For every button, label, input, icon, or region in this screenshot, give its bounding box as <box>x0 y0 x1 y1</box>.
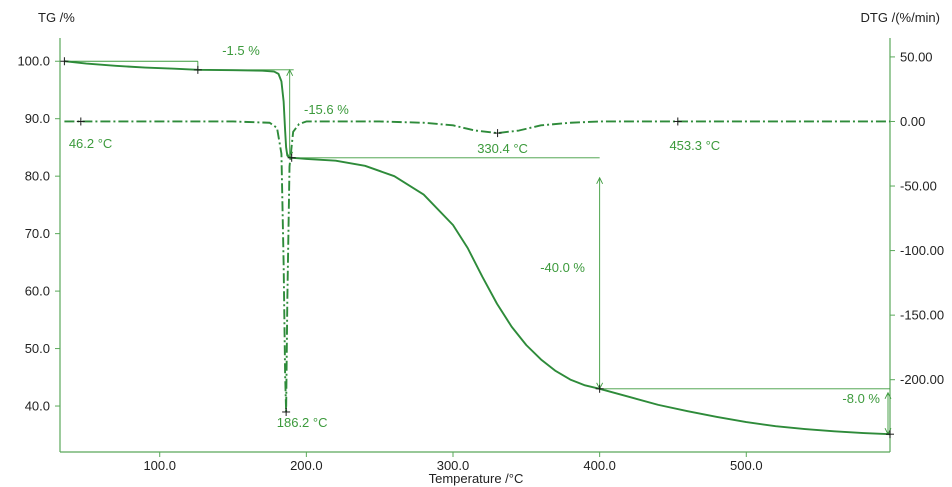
step3-arrow-head-top <box>596 176 604 184</box>
left-axis-title: TG /% <box>38 10 75 25</box>
peak-temp-label: 186.2 °C <box>277 415 328 430</box>
right-y-tick-label: -200.00 <box>900 372 944 387</box>
axes <box>59 38 891 453</box>
peak-temp-label: 453.3 °C <box>669 138 720 153</box>
right-y-ticks: 50.00 0.00 -50.00 -100.00 -150.00 -200.00 <box>890 49 944 387</box>
x-tick-label: 400.0 <box>583 458 616 473</box>
right-y-tick-label: -100.00 <box>900 243 944 258</box>
x-tick-label: 300.0 <box>437 458 470 473</box>
right-y-tick-label: -50.00 <box>900 179 937 194</box>
annotations <box>64 60 892 436</box>
step4-label: -8.0 % <box>842 391 880 406</box>
series <box>64 60 891 436</box>
markers <box>60 57 894 439</box>
right-y-tick-label: -150.00 <box>900 308 944 323</box>
left-y-ticks: 100.0 90.0 80.0 70.0 60.0 50.0 40.0 <box>17 54 60 414</box>
left-y-tick-label: 100.0 <box>17 54 50 69</box>
peak-temp-label: 330.4 °C <box>477 141 528 156</box>
right-y-tick-label: 0.00 <box>900 114 925 129</box>
dtg-curve <box>64 120 890 413</box>
left-y-tick-label: 60.0 <box>25 284 50 299</box>
left-y-tick-label: 50.0 <box>25 341 50 356</box>
x-tick-label: 100.0 <box>143 458 176 473</box>
left-y-tick-label: 70.0 <box>25 226 50 241</box>
right-axis-title: DTG /(%/min) <box>861 10 940 25</box>
x-ticks: 100.0 200.0 300.0 400.0 500.0 <box>143 452 763 473</box>
peak-temp-label: 46.2 °C <box>69 136 113 151</box>
left-y-tick-label: 90.0 <box>25 111 50 126</box>
step3-label: -40.0 % <box>540 260 585 275</box>
step2-label: -15.6 % <box>304 102 349 117</box>
step1-label: -1.5 % <box>222 43 260 58</box>
tg-curve <box>64 60 891 436</box>
x-axis-title: Temperature /°C <box>429 471 524 486</box>
left-y-tick-label: 80.0 <box>25 169 50 184</box>
step4-arrow-head-top <box>884 391 892 399</box>
x-tick-label: 500.0 <box>730 458 763 473</box>
annotation-labels: -1.5 % -15.6 % -40.0 % -8.0 % 46.2 °C 186.2 °… <box>69 43 881 430</box>
x-tick-label: 200.0 <box>290 458 323 473</box>
right-y-tick-label: 50.00 <box>900 49 933 64</box>
step2-arrow-head-top <box>286 68 294 77</box>
left-y-tick-label: 40.0 <box>25 399 50 414</box>
